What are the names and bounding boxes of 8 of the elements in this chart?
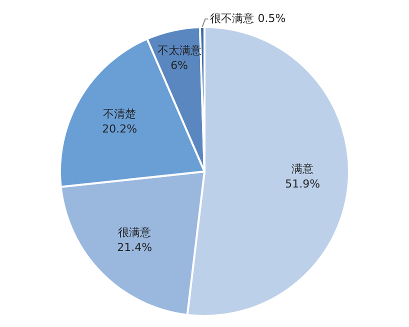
- data-label: 51.9%: [285, 178, 320, 191]
- data-label: 20.2%: [102, 122, 138, 136]
- slice-label: 满意: [292, 162, 314, 176]
- data-label: 6%: [170, 59, 188, 72]
- slice-label: 很满意: [118, 226, 152, 239]
- slice-label: 很不满意 0.5%: [210, 12, 286, 25]
- data-label: 21.4%: [117, 240, 152, 254]
- slice-label: 不清楚: [103, 107, 136, 120]
